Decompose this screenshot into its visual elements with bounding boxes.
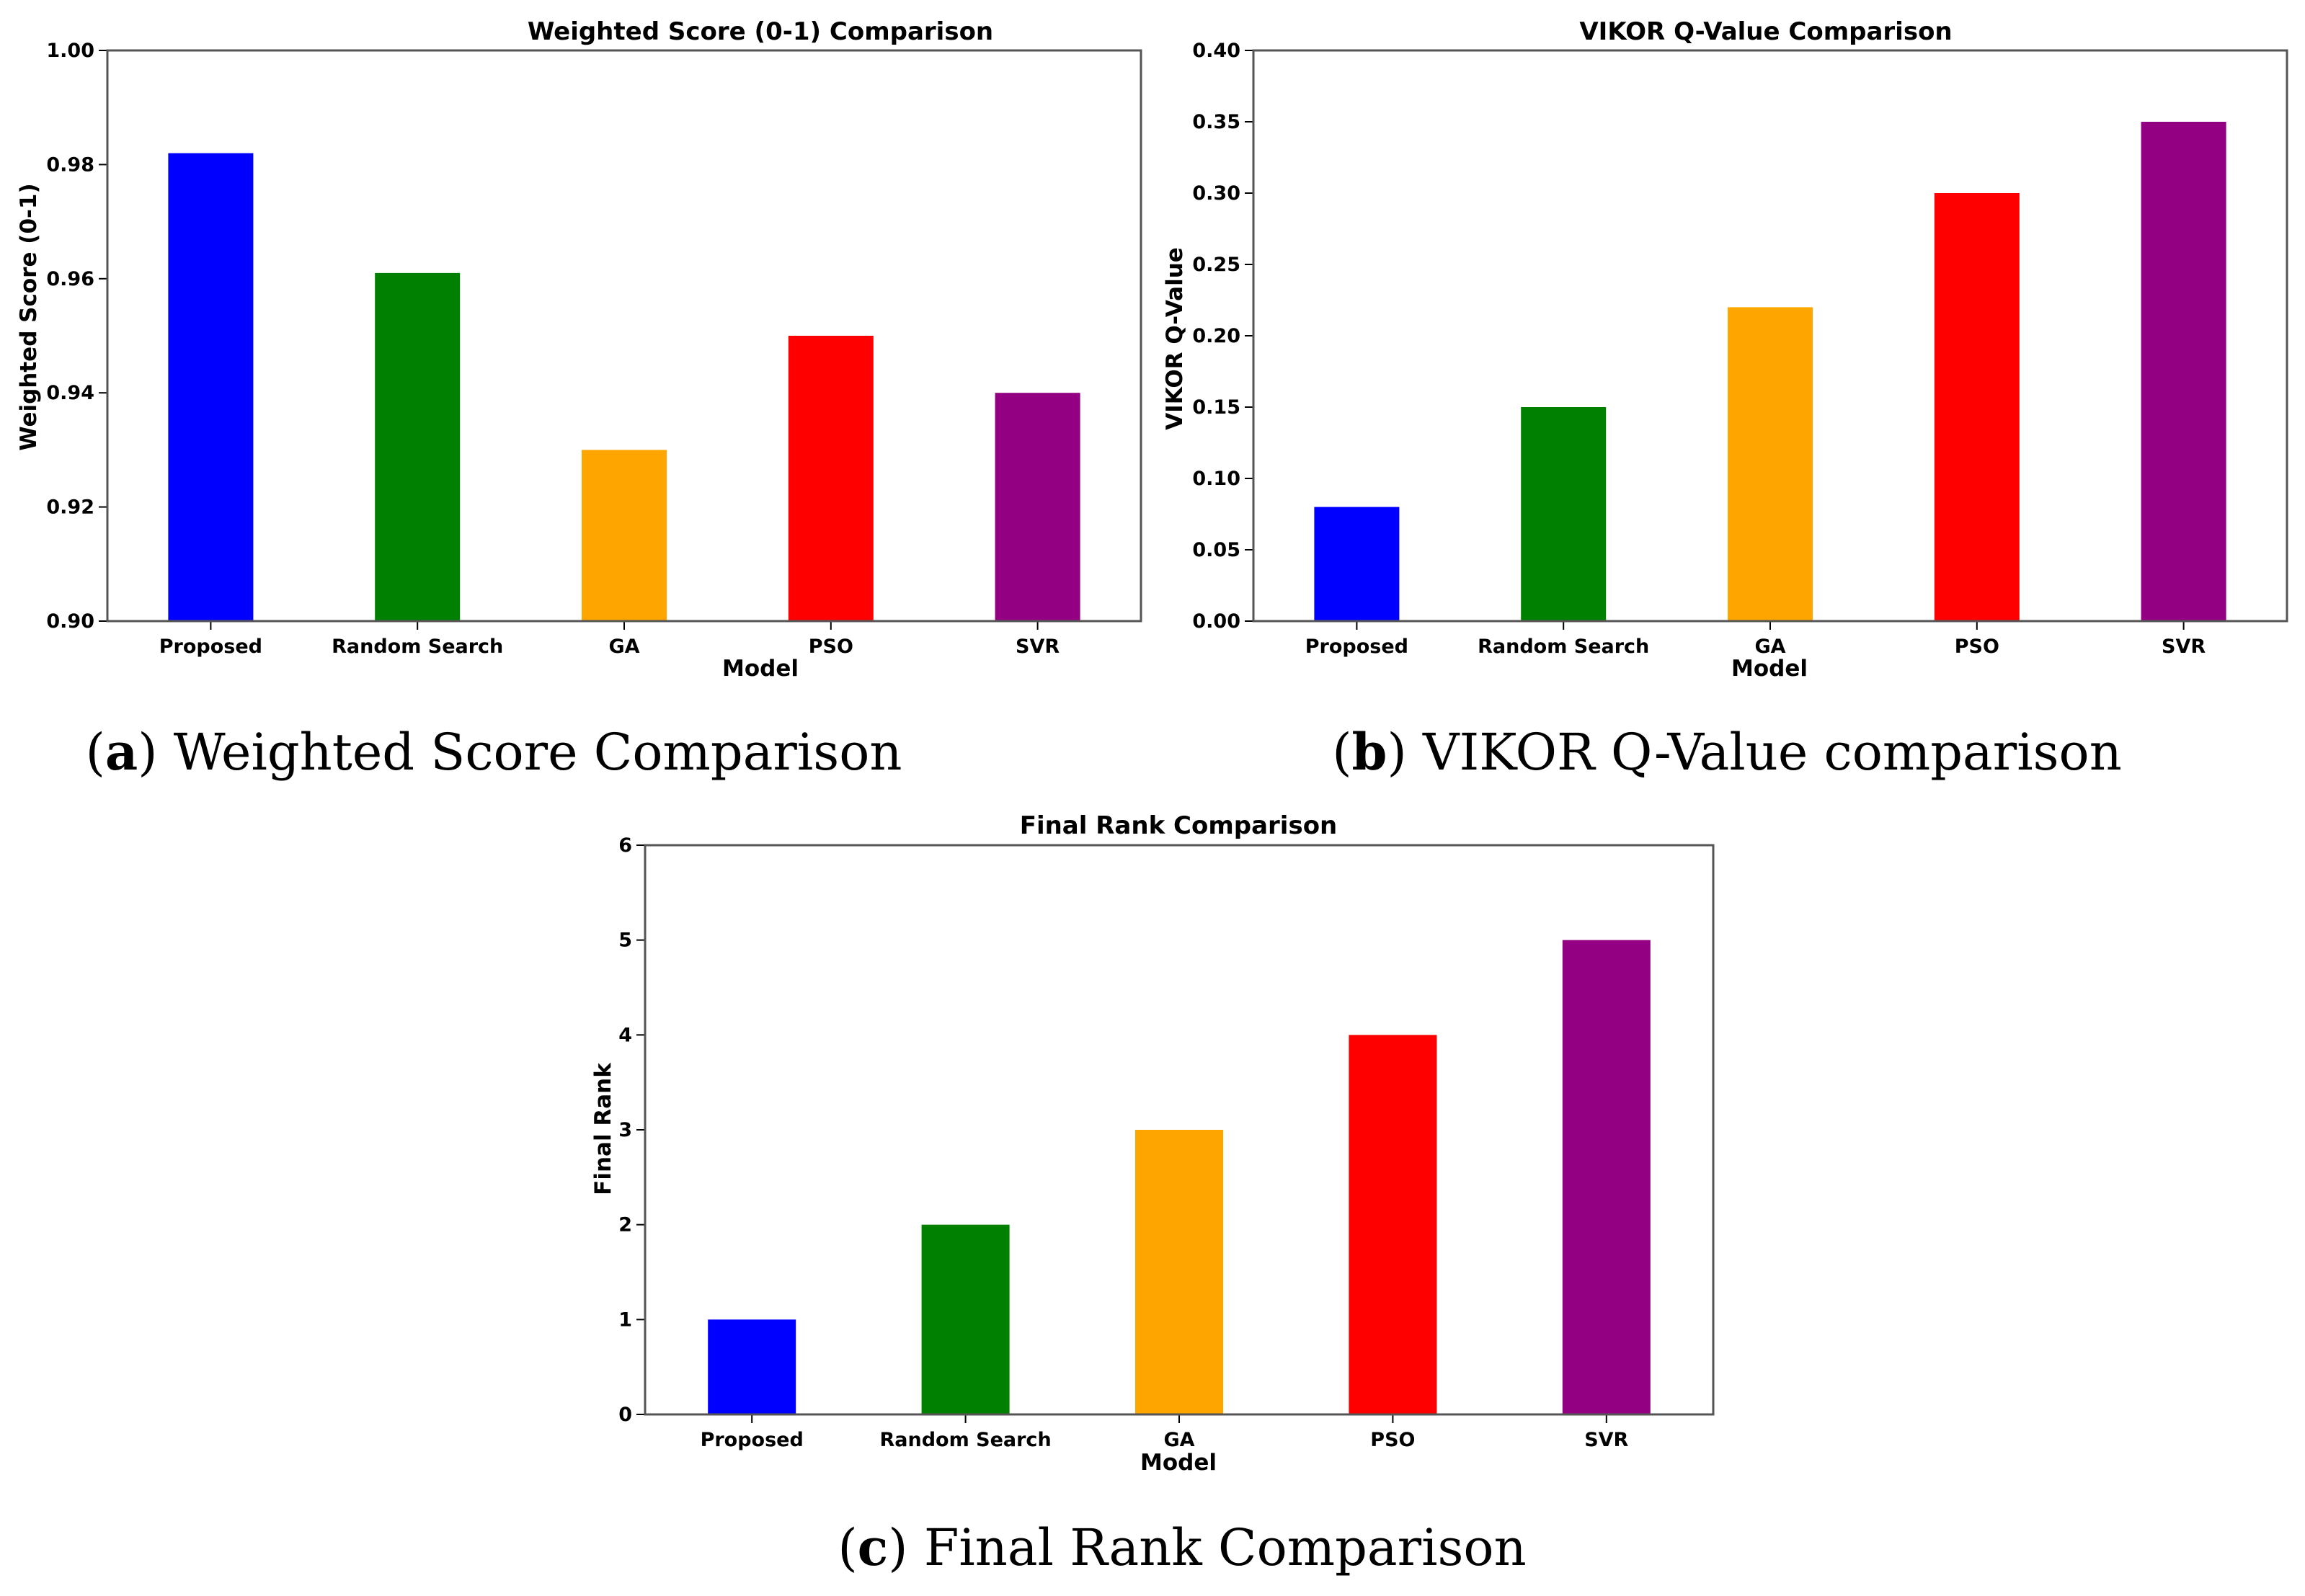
bars <box>708 940 1651 1414</box>
y-tick-label: 0.98 <box>46 153 94 176</box>
bar-ga <box>1728 307 1813 621</box>
bars <box>168 153 1080 621</box>
bar-pso <box>1934 193 2020 621</box>
x-tick-label: Random Search <box>1478 636 1649 658</box>
x-axis-label: Model <box>722 656 799 682</box>
x-tick-label: PSO <box>1955 636 1999 658</box>
y-tick-label: 0.94 <box>46 382 94 404</box>
plot-frame <box>106 49 1142 623</box>
x-axis-label: Model <box>1731 656 1808 682</box>
bar-svr <box>1562 940 1651 1414</box>
chart-vikor-q-value: VIKOR Q-Value Comparison Model VIKOR Q-V… <box>1162 17 2288 682</box>
bar-svr <box>995 393 1080 621</box>
y-tick-label: 0.15 <box>1192 396 1240 419</box>
bar-random-search <box>375 272 461 621</box>
y-tick-label: 5 <box>618 929 632 952</box>
bar-proposed <box>168 153 254 621</box>
bars <box>1314 122 2226 621</box>
caption-a: (a) Weighted Score Comparison <box>86 722 902 782</box>
y-axis-label: Weighted Score (0-1) <box>16 183 42 450</box>
caption-letter: a <box>105 722 138 782</box>
bar-proposed <box>1314 507 1400 621</box>
chart-final-rank: Final Rank Comparison Model Final Rank 0… <box>590 811 1715 1476</box>
y-tick-label: 6 <box>618 834 632 857</box>
x-tick-label: Random Search <box>880 1429 1052 1451</box>
x-tick-label: GA <box>1754 636 1785 658</box>
x-tick-label: SVR <box>1016 636 1060 658</box>
bar-pso <box>788 336 874 621</box>
caption-letter: c <box>858 1517 889 1577</box>
y-tick-label: 0.35 <box>1192 111 1240 133</box>
bar-random-search <box>921 1224 1010 1414</box>
x-tick-label: SVR <box>2162 636 2206 658</box>
bar-ga <box>582 450 667 621</box>
caption-text: Weighted Score Comparison <box>174 723 902 782</box>
y-ticks: 0.00 0.05 0.10 0.15 0.20 0.25 0.30 0.35 0.40 <box>1192 40 1253 633</box>
bar-random-search <box>1521 407 1607 621</box>
chart-title: VIKOR Q-Value Comparison <box>1579 17 1952 46</box>
y-tick-label: 0.96 <box>46 268 94 290</box>
x-ticks: Proposed Random Search GA PSO SVR <box>1305 621 2206 658</box>
y-axis-label: VIKOR Q-Value <box>1162 247 1188 430</box>
bar-svr <box>2141 122 2226 621</box>
y-tick-label: 0.00 <box>1192 610 1240 633</box>
y-tick-label: 1.00 <box>46 40 94 62</box>
y-tick-label: 0.05 <box>1192 539 1240 561</box>
bar-ga <box>1135 1130 1223 1414</box>
y-ticks: 0.90 0.92 0.94 0.96 0.98 1.00 <box>46 40 107 633</box>
caption-b: (b) VIKOR Q-Value comparison <box>1332 722 2122 782</box>
y-tick-label: 0.25 <box>1192 254 1240 276</box>
caption-text: VIKOR Q-Value comparison <box>1422 723 2122 782</box>
y-tick-label: 0.30 <box>1192 182 1240 205</box>
y-axis-label: Final Rank <box>590 1062 616 1195</box>
y-tick-label: 4 <box>618 1024 632 1046</box>
caption-c: (c) Final Rank Comparison <box>838 1517 1526 1577</box>
x-tick-label: GA <box>608 636 639 658</box>
x-tick-label: Proposed <box>159 636 262 658</box>
y-tick-label: 0 <box>618 1404 632 1426</box>
plot-frame <box>1252 49 2288 623</box>
bar-pso <box>1349 1035 1437 1414</box>
y-tick-label: 1 <box>618 1309 632 1331</box>
x-ticks: Proposed Random Search GA PSO SVR <box>701 1414 1629 1451</box>
x-ticks: Proposed Random Search GA PSO SVR <box>159 621 1060 658</box>
caption-letter: b <box>1352 722 1387 782</box>
y-tick-label: 0.40 <box>1192 40 1240 62</box>
chart-title: Final Rank Comparison <box>1020 811 1338 840</box>
x-tick-label: PSO <box>1370 1429 1415 1451</box>
y-tick-label: 2 <box>618 1214 632 1236</box>
x-tick-label: PSO <box>809 636 853 658</box>
y-tick-label: 3 <box>618 1119 632 1141</box>
chart-weighted-score: Weighted Score (0-1) Comparison Model We… <box>16 17 1142 682</box>
plot-frame <box>644 844 1715 1416</box>
x-tick-label: SVR <box>1584 1429 1628 1451</box>
x-axis-label: Model <box>1140 1450 1217 1476</box>
x-tick-label: Proposed <box>701 1429 804 1451</box>
caption-text: Final Rank Comparison <box>924 1518 1527 1577</box>
bar-proposed <box>708 1319 796 1414</box>
chart-title: Weighted Score (0-1) Comparison <box>528 17 993 46</box>
x-tick-label: GA <box>1163 1429 1194 1451</box>
y-tick-label: 0.20 <box>1192 325 1240 347</box>
x-tick-label: Random Search <box>332 636 503 658</box>
y-tick-label: 0.92 <box>46 496 94 519</box>
y-tick-label: 0.10 <box>1192 468 1240 490</box>
y-tick-label: 0.90 <box>46 610 94 633</box>
x-tick-label: Proposed <box>1305 636 1408 658</box>
y-ticks: 0 1 2 3 4 5 6 <box>618 834 645 1426</box>
